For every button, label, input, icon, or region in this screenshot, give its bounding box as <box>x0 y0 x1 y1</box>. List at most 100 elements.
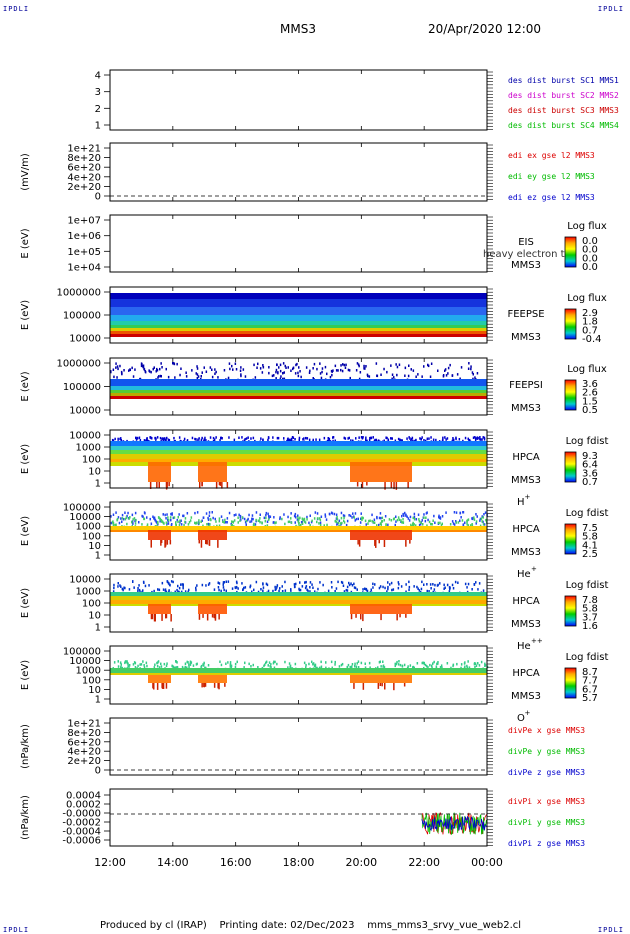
heatmap-speck <box>316 367 318 371</box>
heatmap-speck <box>168 582 170 585</box>
heatmap-speck <box>319 666 321 670</box>
heatmap-speck <box>134 368 136 371</box>
heatmap-speck <box>148 370 151 373</box>
heatmap-speck <box>248 662 250 666</box>
heatmap-speck <box>480 517 483 521</box>
heatmap-speck <box>123 586 125 589</box>
heatmap-speck <box>294 438 296 441</box>
y-tick-label: 0 <box>95 766 101 777</box>
instrument-label: FEEPSI <box>509 380 543 391</box>
heatmap-speck <box>427 363 429 367</box>
heatmap-speck <box>326 523 328 527</box>
heatmap-speck <box>435 438 437 442</box>
heatmap-blob <box>148 675 171 683</box>
heatmap-speck <box>162 437 165 440</box>
heatmap-speck <box>153 589 155 593</box>
heatmap-speck <box>324 513 326 516</box>
heatmap-speck <box>138 588 141 592</box>
heatmap-band <box>110 386 487 390</box>
y-tick-label: -0.0006 <box>62 836 101 847</box>
heatmap-speck <box>406 437 408 440</box>
heatmap-speck <box>160 375 162 378</box>
colorbar-tick-label: 0.0 <box>582 245 598 256</box>
heatmap-blob-tail <box>153 614 156 622</box>
heatmap-speck <box>155 370 157 373</box>
heatmap-speck <box>170 518 172 522</box>
heatmap-speck <box>195 586 197 590</box>
heatmap-speck <box>331 586 333 589</box>
heatmap-speck <box>340 516 343 520</box>
heatmap-speck <box>408 436 410 439</box>
heatmap-speck <box>234 665 237 669</box>
heatmap-speck <box>390 437 392 440</box>
heatmap-speck <box>308 438 311 442</box>
heatmap-speck <box>294 521 296 524</box>
heatmap-speck <box>117 660 119 663</box>
signal-z <box>421 815 487 832</box>
panel-frame <box>110 718 487 775</box>
heatmap-speck <box>173 436 175 440</box>
heatmap-speck <box>369 436 371 440</box>
x-tick-label: 14:00 <box>157 856 189 869</box>
spacecraft-label: MMS3 <box>511 260 541 271</box>
heatmap-speck <box>395 363 397 366</box>
heatmap-speck <box>169 516 172 519</box>
heatmap-speck <box>351 663 354 666</box>
heatmap-speck <box>429 375 432 378</box>
heatmap-speck <box>165 664 168 668</box>
heatmap-speck <box>195 522 198 525</box>
heatmap-speck <box>128 588 131 591</box>
heatmap-blob-tail <box>165 614 167 619</box>
heatmap-speck <box>470 365 472 368</box>
heatmap-speck <box>484 664 486 667</box>
heatmap-speck <box>292 366 295 369</box>
y-tick-label: 100 <box>82 531 101 542</box>
heatmap-speck <box>439 521 441 525</box>
heatmap-speck <box>136 437 139 440</box>
heatmap-speck <box>309 523 311 527</box>
heatmap-speck <box>168 590 170 593</box>
heatmap-blob <box>148 462 171 482</box>
heatmap-speck <box>149 517 151 521</box>
heatmap-speck <box>159 436 162 440</box>
heatmap-speck <box>208 511 211 514</box>
heatmap-speck <box>397 586 400 590</box>
heatmap-speck <box>231 520 233 523</box>
heatmap-speck <box>120 439 122 442</box>
heatmap-blob-tail <box>161 683 163 688</box>
heatmap-speck <box>290 589 292 592</box>
heatmap-speck <box>418 589 421 592</box>
heatmap-speck <box>266 524 269 527</box>
heatmap-speck <box>452 587 455 590</box>
heatmap-speck <box>357 517 359 521</box>
colorbar-tick-label: 2.5 <box>582 549 598 560</box>
heatmap-speck <box>120 437 122 440</box>
heatmap-speck <box>182 584 184 587</box>
heatmap-speck <box>366 589 369 593</box>
heatmap-speck <box>340 364 342 367</box>
heatmap-speck <box>160 362 162 365</box>
heatmap-speck <box>432 662 434 665</box>
colorbar-tick-label: 0.0 <box>582 236 598 247</box>
heatmap-speck <box>481 438 483 441</box>
heatmap-speck <box>207 522 210 526</box>
species-label: O <box>517 713 525 724</box>
heatmap-speck <box>244 520 247 524</box>
heatmap-speck <box>253 522 255 526</box>
heatmap-speck <box>397 516 400 519</box>
heatmap-speck <box>339 522 342 525</box>
heatmap-blob-tail <box>214 614 217 621</box>
heatmap-speck <box>188 663 190 666</box>
heatmap-speck <box>290 369 292 372</box>
heatmap-speck <box>196 511 199 514</box>
heatmap-speck <box>115 511 117 514</box>
heatmap-speck <box>414 524 417 527</box>
heatmap-speck <box>143 664 145 667</box>
heatmap-speck <box>252 524 255 527</box>
heatmap-speck <box>454 580 457 584</box>
y-tick-label: 1000000 <box>56 359 101 370</box>
heatmap-speck <box>474 376 476 379</box>
heatmap-speck <box>334 663 336 666</box>
heatmap-speck <box>312 662 315 665</box>
heatmap-speck <box>364 662 366 665</box>
